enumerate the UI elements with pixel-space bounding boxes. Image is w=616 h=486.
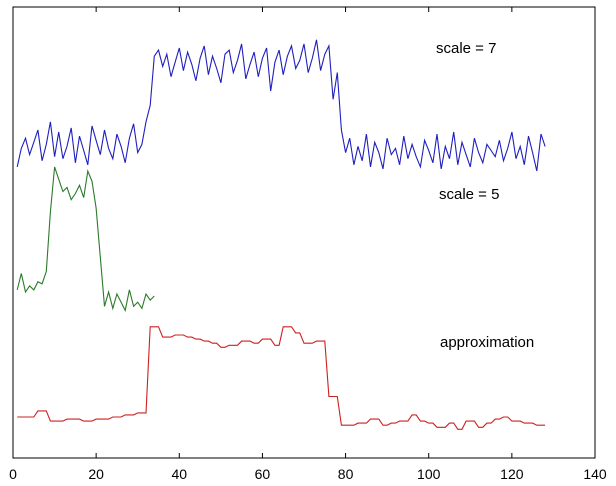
- x-tick-label: 120: [500, 466, 524, 482]
- series-line-2: [16, 166, 155, 313]
- x-tick-label: 60: [255, 466, 271, 482]
- x-axis-ticks: [12, 7, 596, 458]
- plot-area-frame: [12, 6, 596, 459]
- x-tick-label: 140: [583, 466, 607, 482]
- x-tick-label: 100: [417, 466, 441, 482]
- series-layer: [16, 39, 546, 430]
- series-line-3: [17, 326, 546, 430]
- annotation-scale-5: scale = 5: [439, 186, 499, 203]
- x-axis-tick-labels: 0 20 40 60 80 100 120 140: [9, 466, 607, 482]
- x-tick-label: 20: [88, 466, 104, 482]
- x-tick-label: 0: [9, 466, 17, 482]
- series-line-1: [16, 39, 546, 172]
- x-tick-label: 40: [171, 466, 187, 482]
- annotation-scale-7: scale = 7: [436, 40, 496, 57]
- annotation-approximation: approximation: [440, 334, 534, 351]
- x-tick-label: 80: [338, 466, 354, 482]
